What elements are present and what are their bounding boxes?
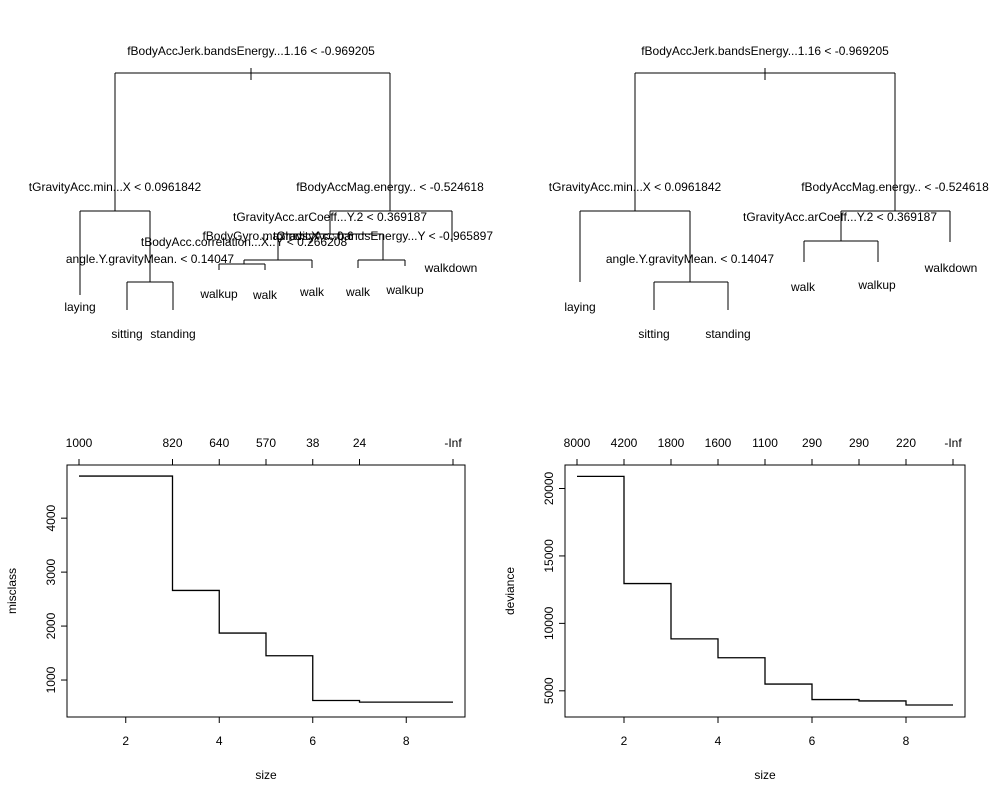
y-tick-label: 15000 bbox=[542, 539, 556, 573]
y-axis-label: misclass bbox=[5, 568, 19, 614]
tree2-node-R: fBodyAccMag.energy.. < -0.524618 bbox=[801, 180, 989, 194]
tree1-node-RLR: tGravityAcc.bandsEnergy...Y < -0.965897 bbox=[273, 229, 493, 243]
top-tick-label: 4200 bbox=[611, 436, 638, 450]
tree2-leaf-walkdown: walkdown bbox=[924, 261, 978, 275]
top-tick-label: 1600 bbox=[705, 436, 732, 450]
top-tick-label: 8000 bbox=[564, 436, 591, 450]
y-tick-label: 10000 bbox=[542, 606, 556, 640]
top-tick-label: 570 bbox=[256, 436, 276, 450]
tree-diagram-full: fBodyAccJerk.bandsEnergy...1.16 < -0.969… bbox=[29, 44, 494, 341]
tree2-leaf-laying: laying bbox=[564, 300, 595, 314]
tree1-node-L: tGravityAcc.min...X < 0.0961842 bbox=[29, 180, 202, 194]
tree1-leaf-standing: standing bbox=[150, 327, 195, 341]
tree1-node-LR: angle.Y.gravityMean. < 0.14047 bbox=[66, 252, 235, 266]
x-tick-label: 8 bbox=[903, 734, 910, 748]
deviance-step-plot: 2 4 6 8 5000 10000 15000 20000 8000 4200 1800 1600 1… bbox=[503, 436, 966, 782]
y-tick-label: 3000 bbox=[44, 558, 58, 585]
top-tick-label: -Inf bbox=[444, 436, 462, 450]
tree1-node-RLLL: fBodyGyro.maxInds.X < -0.6 bbox=[202, 229, 353, 243]
top-tick-label: 1100 bbox=[752, 436, 778, 450]
x-tick-label: 6 bbox=[309, 734, 316, 748]
tree2-leaf-standing: standing bbox=[705, 327, 750, 341]
top-tick-label: 290 bbox=[849, 436, 869, 450]
tree2-node-root: fBodyAccJerk.bandsEnergy...1.16 < -0.969… bbox=[641, 44, 889, 58]
tree1-node-R: fBodyAccMag.energy.. < -0.524618 bbox=[296, 180, 484, 194]
tree2-leaf-walk: walk bbox=[790, 280, 816, 294]
top-tick-label: 1800 bbox=[658, 436, 685, 450]
tree1-node-RLL: tBodyAcc.correlation...X..Y < 0.266208 bbox=[141, 235, 348, 249]
tree-diagram-pruned: fBodyAccJerk.bandsEnergy...1.16 < -0.969… bbox=[549, 44, 989, 341]
tree2-node-LR: angle.Y.gravityMean. < 0.14047 bbox=[606, 252, 775, 266]
series-step-line bbox=[577, 475, 953, 706]
top-tick-label: 220 bbox=[896, 436, 916, 450]
top-tick-label: 820 bbox=[162, 436, 182, 450]
tree2-leaf-sitting: sitting bbox=[638, 327, 669, 341]
x-tick-label: 6 bbox=[809, 734, 816, 748]
tree2-node-RL: tGravityAcc.arCoeff...Y.2 < 0.369187 bbox=[743, 210, 937, 224]
x-tick-label: 8 bbox=[403, 734, 410, 748]
tree1-leaf-laying: laying bbox=[64, 300, 95, 314]
y-tick-label: 2000 bbox=[44, 612, 58, 639]
top-tick-label: -Inf bbox=[944, 436, 962, 450]
y-tick-label: 1000 bbox=[44, 666, 58, 693]
top-tick-label: 24 bbox=[353, 436, 367, 450]
y-axis-label: deviance bbox=[503, 567, 517, 615]
x-tick-label: 2 bbox=[122, 734, 129, 748]
series-step-line bbox=[79, 475, 453, 703]
tree1-leaf-walk-1: walk bbox=[252, 288, 278, 302]
top-tick-label: 290 bbox=[802, 436, 822, 450]
y-tick-label: 20000 bbox=[542, 471, 556, 505]
tree1-leaf-walkup-2: walkup bbox=[385, 283, 424, 297]
x-axis-label: size bbox=[754, 768, 776, 782]
plot-frame bbox=[66, 464, 466, 718]
tree2-node-L: tGravityAcc.min...X < 0.0961842 bbox=[549, 180, 722, 194]
top-tick-label: 38 bbox=[306, 436, 320, 450]
tree1-leaf-walk-2: walk bbox=[299, 285, 325, 299]
x-axis-label: size bbox=[255, 768, 277, 782]
top-tick-label: 640 bbox=[209, 436, 229, 450]
x-tick-label: 4 bbox=[715, 734, 722, 748]
tree1-leaf-walkdown: walkdown bbox=[424, 261, 478, 275]
tree1-node-root: fBodyAccJerk.bandsEnergy...1.16 < -0.969… bbox=[127, 44, 375, 58]
y-tick-label: 5000 bbox=[542, 677, 556, 704]
tree1-node-RL: tGravityAcc.arCoeff...Y.2 < 0.369187 bbox=[233, 210, 427, 224]
top-tick-label: 1000 bbox=[66, 436, 93, 450]
tree1-leaf-walkup-1: walkup bbox=[199, 287, 238, 301]
x-tick-label: 2 bbox=[621, 734, 628, 748]
tree1-leaf-walk-3: walk bbox=[345, 285, 371, 299]
x-tick-label: 4 bbox=[216, 734, 223, 748]
y-tick-label: 4000 bbox=[44, 504, 58, 531]
tree1-leaf-sitting: sitting bbox=[111, 327, 142, 341]
tree2-leaf-walkup: walkup bbox=[857, 278, 896, 292]
